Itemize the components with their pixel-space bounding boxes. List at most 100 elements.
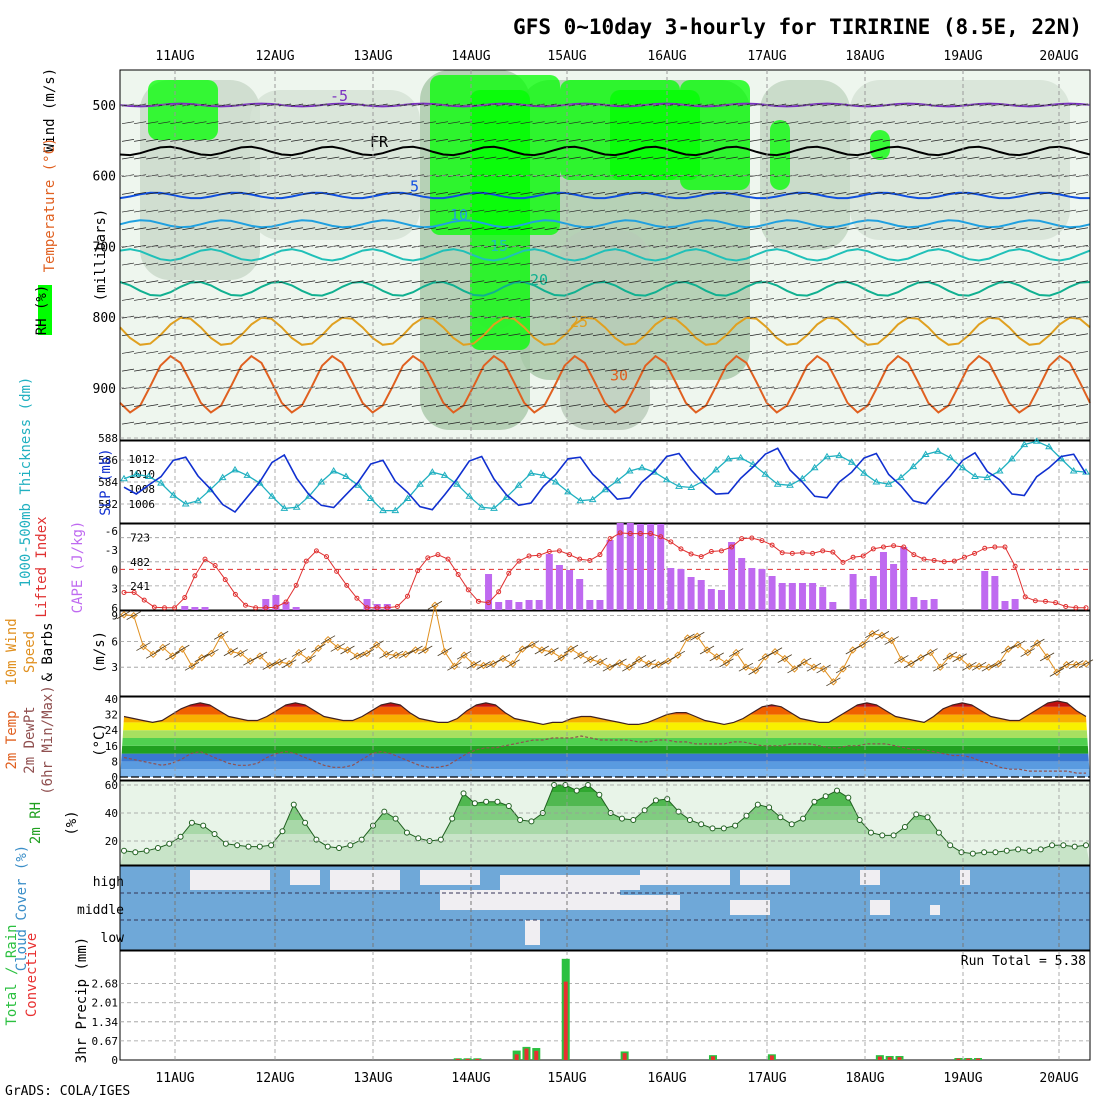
li-marker [901, 544, 907, 550]
wind-barb [777, 654, 792, 663]
wind-barb [170, 421, 183, 425]
wind-barb [1020, 648, 1035, 657]
thickness-marker [736, 453, 745, 461]
wind-barb [967, 227, 980, 231]
wind-barb [629, 156, 642, 160]
thickness-marker [539, 471, 548, 478]
wind-barb [194, 139, 207, 142]
wind-barb [387, 121, 400, 125]
top-date-label: 19AUG [943, 49, 982, 64]
wind-barb [798, 386, 811, 390]
wind-barb [689, 298, 702, 301]
temp-tick: 40 [105, 693, 118, 706]
rh-marker [641, 807, 648, 814]
thickness-marker [576, 496, 585, 504]
rh-legend-swatch [38, 285, 52, 335]
wind-barb [175, 644, 190, 654]
wind-barb [301, 655, 316, 664]
cape-bar [373, 604, 381, 610]
wind-barb [315, 245, 328, 248]
rh-marker [1049, 842, 1056, 849]
wind-barb [262, 661, 277, 670]
wind-barb [798, 315, 811, 319]
axis-label-thickness: 1000-500mb Thickness (dm) [18, 377, 34, 588]
wind-barb [834, 209, 847, 213]
li-marker [718, 548, 724, 554]
wind-barb [798, 192, 811, 195]
wind-barb [303, 298, 316, 301]
rh-marker [856, 817, 863, 823]
wind-barb [303, 280, 316, 284]
wind-barb [554, 653, 569, 663]
wind-barb [496, 368, 509, 372]
wind-barb [182, 156, 195, 160]
rh-marker [279, 828, 286, 835]
rh-tick: 60 [105, 779, 118, 792]
wind-barb [931, 333, 944, 337]
wind-barb [1039, 368, 1052, 372]
top-date-label: 15AUG [547, 49, 586, 64]
wind-barb [1051, 227, 1064, 231]
wind-barb [411, 121, 424, 125]
wind-barb [955, 404, 968, 407]
wind-barb [194, 192, 207, 195]
wind-barb [846, 404, 859, 407]
wind-barb [894, 227, 907, 231]
li-marker [526, 553, 532, 559]
wind-barb [472, 209, 485, 213]
wind-barb [677, 227, 690, 231]
wind-barb [544, 280, 557, 284]
precip-tick: 1.34 [92, 1016, 119, 1029]
wind-barb [411, 298, 424, 301]
wind-barb [1039, 404, 1052, 407]
wind-barb [411, 421, 424, 425]
wind-barb [604, 209, 618, 213]
wind-barb [834, 156, 847, 160]
wind-barb [665, 368, 678, 372]
wind-barb [387, 298, 400, 301]
wind-barb [218, 156, 231, 160]
wind-barb [1015, 333, 1028, 337]
wind-barb [749, 280, 763, 284]
wind-barb [737, 227, 750, 231]
cape-bar [495, 602, 503, 610]
wind-barb [931, 298, 944, 301]
wind-barb [967, 404, 980, 407]
wind-barb [1003, 227, 1016, 231]
wind-barb [713, 421, 726, 425]
wind-barb [580, 139, 593, 142]
precip-conv-bar [622, 1053, 627, 1060]
wind-barb [544, 351, 557, 354]
wind-barb [315, 386, 328, 390]
wind-barb [870, 404, 883, 407]
wind-barb [653, 351, 666, 354]
wind-barb [931, 209, 944, 213]
cloud-clear-region [870, 900, 890, 915]
wind-barb [931, 386, 944, 390]
wind-barb [810, 121, 823, 125]
wind-barb [1015, 421, 1028, 425]
wind-barb [798, 103, 811, 107]
wind-barb [447, 262, 461, 266]
wind-barb [158, 333, 171, 337]
wind-barb [979, 386, 992, 390]
wind-barb [604, 192, 618, 195]
wind-barb [387, 351, 400, 354]
wind-barb [580, 121, 593, 125]
precip-conv-bar [769, 1055, 774, 1060]
wind-barb [701, 192, 714, 195]
rh-marker [845, 794, 852, 801]
cape-bar [535, 600, 543, 610]
wind-barb [303, 227, 316, 231]
wind-barb [182, 404, 195, 407]
li-marker [232, 591, 238, 597]
li-marker [425, 555, 431, 561]
wind-barb [291, 209, 304, 213]
wind-barb [906, 280, 919, 284]
wind-barb [1039, 351, 1052, 354]
cape-bar [788, 583, 796, 610]
wind-barb [786, 404, 799, 407]
wind-barb [641, 209, 654, 213]
wind-barb [641, 227, 654, 231]
wind-barb [532, 227, 545, 231]
